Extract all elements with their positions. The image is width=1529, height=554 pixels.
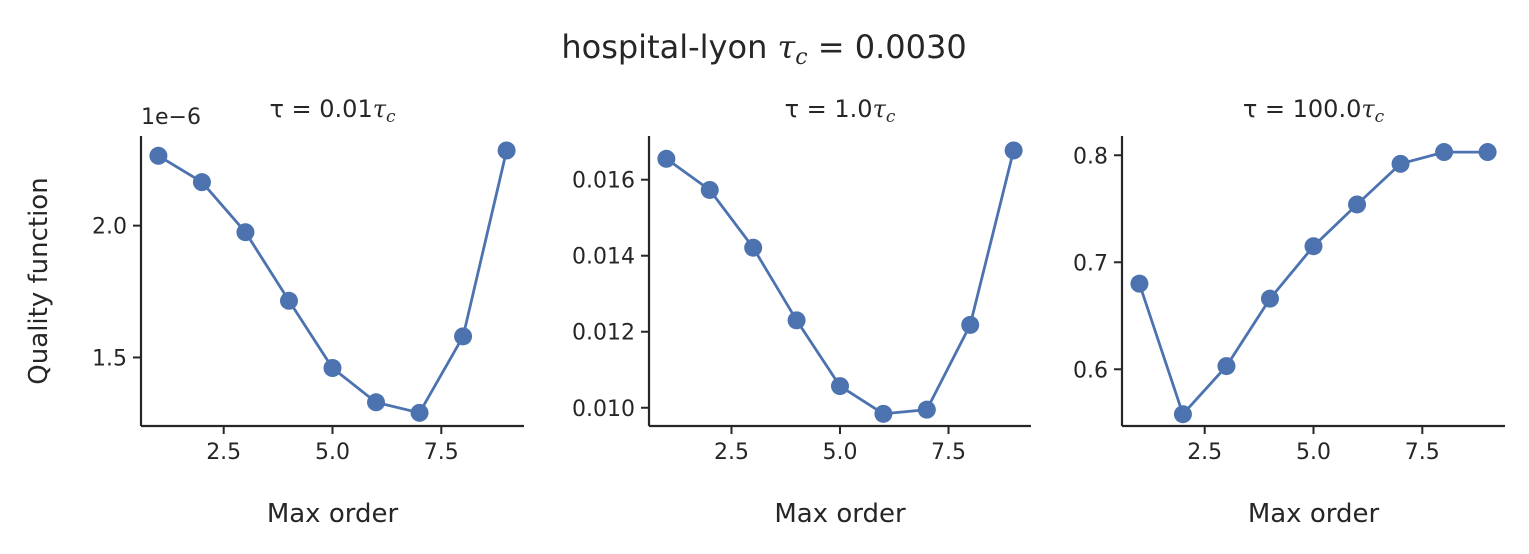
data-point: [1217, 357, 1236, 376]
x-tick-label: 7.5: [424, 440, 459, 465]
x-tick-label: 5.0: [315, 440, 350, 465]
panel-title-subscript: c: [1375, 107, 1385, 127]
x-tick-label: 7.5: [931, 440, 966, 465]
panel-title-symbol: τ: [873, 95, 887, 123]
x-axis-label: Max order: [267, 499, 399, 529]
data-point: [961, 315, 980, 334]
y-tick-label: 0.8: [1073, 144, 1108, 169]
panel-title: τ = 100.0τc: [1243, 95, 1385, 127]
panel-title-subscript: c: [886, 107, 896, 127]
panel-title: τ = 1.0τc: [785, 95, 896, 127]
data-point: [787, 311, 806, 330]
data-point: [1435, 143, 1454, 162]
data-point: [1004, 141, 1023, 160]
panel-1: τ = 0.01τc 2.5 5.0 7.5 1.5 2.0 1e−6 Max order Qu…: [24, 95, 524, 529]
data-point: [454, 327, 473, 346]
x-tick-label: 7.5: [1405, 440, 1440, 465]
figure-title-symbol: τ: [778, 28, 797, 66]
data-point: [279, 291, 298, 310]
figure-title-suffix: = 0.0030: [808, 28, 967, 66]
data-point: [1260, 289, 1279, 308]
data-point: [1478, 143, 1497, 162]
data-point: [410, 403, 429, 422]
panel-3: τ = 100.0τc 2.5 5.0 7.5 0.6 0.7 0.8 Max order: [1073, 95, 1505, 529]
data-point: [1173, 405, 1192, 424]
x-tick-label: 2.5: [1187, 440, 1222, 465]
figure-title-prefix: hospital-lyon: [561, 28, 777, 66]
x-axis-label: Max order: [1248, 499, 1380, 529]
panel-title-symbol: τ: [373, 95, 387, 123]
y-offset-label: 1e−6: [141, 105, 201, 130]
y-tick-label: 0.014: [572, 245, 635, 270]
y-tick-label: 2.0: [92, 215, 127, 240]
data-point: [367, 393, 386, 412]
data-point: [1130, 274, 1149, 293]
data-point: [149, 146, 168, 165]
panel-title-prefix: τ = 1.0: [785, 95, 873, 123]
y-tick-label: 0.010: [572, 397, 635, 422]
y-tick-label: 1.5: [92, 346, 127, 371]
series-line: [1138, 150, 1488, 417]
panel-title: τ = 0.01τc: [269, 95, 396, 127]
figure-title-subscript: c: [795, 45, 807, 70]
panel-2: τ = 1.0τc 2.5 5.0 7.5 0.010 0.012 0.014 0.016 Ma…: [572, 95, 1031, 529]
y-tick-label: 0.6: [1073, 358, 1108, 383]
data-point: [917, 400, 936, 419]
x-tick-label: 5.0: [823, 440, 858, 465]
figure-title: hospital-lyon τc = 0.0030: [561, 28, 966, 70]
y-axis-label: Quality function: [24, 177, 54, 384]
x-tick-label: 2.5: [714, 440, 749, 465]
data-point: [700, 180, 719, 199]
data-point: [192, 173, 211, 192]
panel-title-subscript: c: [386, 107, 396, 127]
data-point: [657, 149, 676, 168]
panel-title-symbol: τ: [1361, 95, 1375, 123]
panel-title-prefix: τ = 0.01: [269, 95, 372, 123]
data-point: [1391, 154, 1410, 173]
data-point: [1304, 237, 1323, 256]
panel-title-prefix: τ = 100.0: [1243, 95, 1362, 123]
y-tick-label: 0.016: [572, 169, 635, 194]
data-point: [744, 238, 763, 257]
data-point: [323, 359, 342, 377]
y-tick-label: 0.012: [572, 321, 635, 346]
data-point: [874, 404, 893, 423]
x-tick-label: 2.5: [206, 440, 241, 465]
x-axis-label: Max order: [774, 499, 906, 529]
y-tick-label: 0.7: [1073, 251, 1108, 276]
data-point: [831, 377, 849, 396]
data-point: [1348, 195, 1367, 214]
data-point: [497, 141, 516, 160]
x-tick-label: 5.0: [1296, 440, 1331, 465]
data-point: [236, 223, 255, 242]
